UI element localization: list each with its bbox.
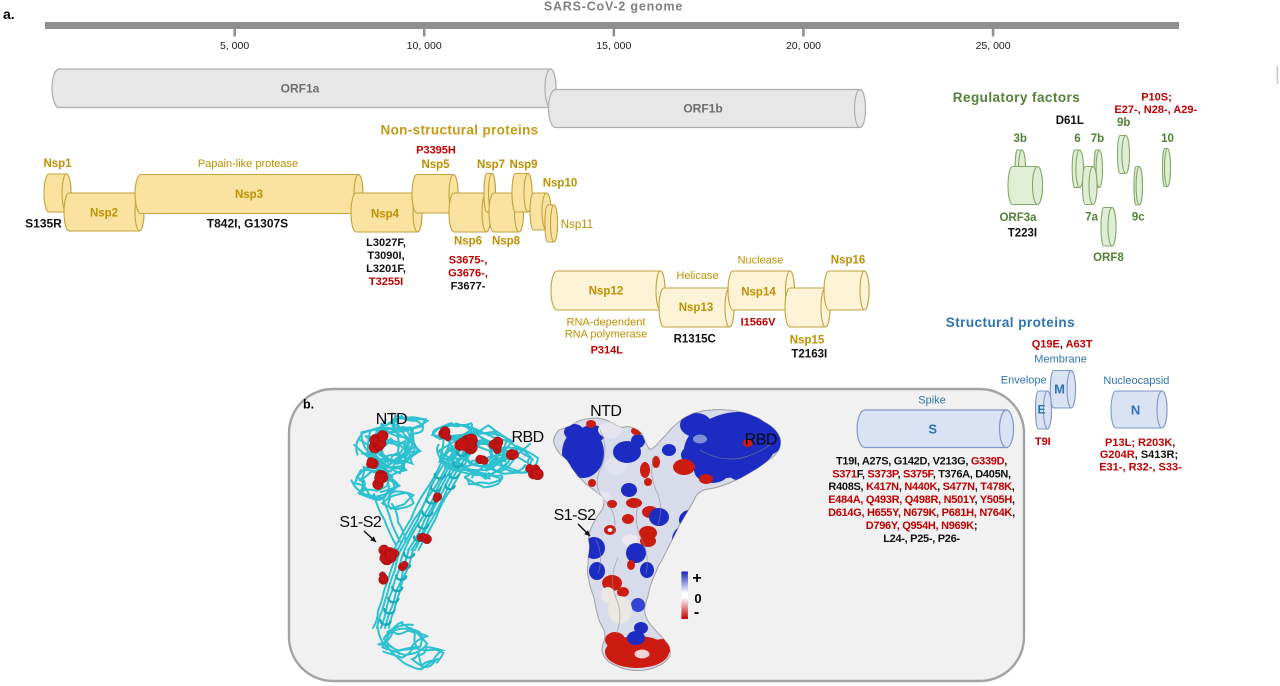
svg-text:Nsp16: Nsp16 (831, 255, 866, 267)
svg-text:Nsp14: Nsp14 (741, 287, 776, 299)
svg-text:SARS-CoV-2 genome: SARS-CoV-2 genome (544, 0, 683, 14)
svg-text:S3675-,: S3675-, (449, 255, 488, 267)
svg-text:10: 10 (1161, 133, 1174, 145)
svg-text:7b: 7b (1091, 133, 1104, 145)
svg-text:L3201F,: L3201F, (366, 263, 406, 275)
svg-text:T223I: T223I (1008, 227, 1037, 239)
svg-text:S1-S2: S1-S2 (554, 507, 597, 524)
svg-text:Nsp3: Nsp3 (235, 189, 263, 201)
svg-text:3b: 3b (1013, 133, 1026, 145)
svg-text:Nsp15: Nsp15 (790, 335, 825, 347)
svg-text:I1566V: I1566V (741, 317, 777, 329)
svg-text:6: 6 (1074, 133, 1080, 145)
svg-text:S: S (928, 422, 937, 437)
svg-text:Nsp8: Nsp8 (492, 236, 521, 248)
svg-text:E: E (1037, 403, 1045, 417)
svg-text:25, 000: 25, 000 (976, 40, 1011, 52)
svg-text:Helicase: Helicase (676, 270, 718, 282)
svg-text:15, 000: 15, 000 (596, 40, 631, 52)
svg-text:S371F, S373P, S375F, T376A, D4: S371F, S373P, S375F, T376A, D405N, (832, 468, 1011, 480)
svg-text:Nsp7: Nsp7 (477, 159, 505, 171)
svg-text:Structural proteins: Structural proteins (946, 315, 1075, 330)
svg-text:T3255I: T3255I (369, 276, 403, 288)
svg-text:5, 000: 5, 000 (220, 40, 249, 52)
svg-text:Papain-like protease: Papain-like protease (198, 158, 298, 170)
svg-text:D61L: D61L (1056, 115, 1084, 127)
svg-text:Nsp10: Nsp10 (543, 178, 578, 190)
svg-text:P3395H: P3395H (416, 145, 456, 157)
svg-text:S1-S2: S1-S2 (339, 514, 382, 531)
svg-text:T9I: T9I (1035, 436, 1051, 448)
svg-text:G204R, S413R;: G204R, S413R; (1100, 449, 1178, 461)
svg-text:RNA polymerase: RNA polymerase (565, 329, 648, 341)
svg-text:F3677-: F3677- (451, 281, 486, 293)
svg-text:Nsp12: Nsp12 (589, 286, 624, 298)
svg-text:E31-, R32-, S33-: E31-, R32-, S33- (1099, 461, 1182, 473)
svg-text:P10S;: P10S; (1141, 92, 1172, 104)
svg-text:R408S, K417N, N440K, S477N, T4: R408S, K417N, N440K, S477N, T478K, (828, 481, 1014, 493)
svg-text:Nucleocapsid: Nucleocapsid (1103, 375, 1169, 387)
svg-text:T842I, G1307S: T842I, G1307S (207, 217, 288, 231)
svg-text:L24-, P25-, P26-: L24-, P25-, P26- (883, 533, 960, 545)
svg-text:Nsp1: Nsp1 (43, 158, 72, 170)
svg-text:9b: 9b (1117, 117, 1130, 129)
svg-text:NTD: NTD (590, 403, 621, 420)
svg-text:E27-, N28-, A29-: E27-, N28-, A29- (1114, 104, 1197, 116)
svg-text:ORF8: ORF8 (1093, 252, 1124, 264)
svg-text:ORF1a: ORF1a (281, 82, 320, 96)
svg-text:Regulatory factors: Regulatory factors (953, 90, 1080, 105)
svg-text:G3676-,: G3676-, (448, 268, 488, 280)
svg-text:Nsp5: Nsp5 (421, 159, 450, 171)
svg-text:Envelope: Envelope (1001, 375, 1047, 387)
svg-text:NTD: NTD (376, 411, 407, 428)
svg-text:D614G, H655Y, N679K, P681H, N7: D614G, H655Y, N679K, P681H, N764K, (828, 507, 1015, 519)
svg-text:b.: b. (303, 398, 314, 412)
svg-text:Non-structural proteins: Non-structural proteins (380, 123, 538, 138)
svg-text:D796Y, Q954H, N969K;: D796Y, Q954H, N969K; (866, 520, 977, 532)
svg-text:20, 000: 20, 000 (786, 40, 821, 52)
svg-text:Nsp4: Nsp4 (371, 209, 400, 221)
svg-text:RBD: RBD (745, 431, 777, 448)
svg-text:Q19E, A63T: Q19E, A63T (1032, 339, 1093, 351)
svg-text:0: 0 (694, 591, 701, 606)
svg-text:T3090I,: T3090I, (367, 250, 404, 262)
svg-text:R1315C: R1315C (674, 334, 716, 346)
svg-text:E484A, Q493R, Q498R, N501Y, Y5: E484A, Q493R, Q498R, N501Y, Y505H, (828, 494, 1015, 506)
svg-text:-: - (694, 604, 699, 621)
svg-text:P314L: P314L (591, 345, 624, 357)
svg-text:T2163I: T2163I (791, 349, 827, 361)
svg-text:N: N (1131, 403, 1140, 418)
svg-text:Nuclease: Nuclease (738, 255, 784, 267)
svg-text:P13L; R203K,: P13L; R203K, (1105, 437, 1175, 449)
svg-text:S135R: S135R (25, 217, 62, 231)
svg-text:RBD: RBD (511, 429, 543, 446)
svg-text:9c: 9c (1132, 211, 1145, 223)
svg-text:ORF1b: ORF1b (683, 102, 722, 116)
svg-text:L3027F,: L3027F, (366, 237, 406, 249)
svg-text:+: + (692, 570, 701, 587)
svg-text:T19I, A27S, G142D, V213G, G339: T19I, A27S, G142D, V213G, G339D, (836, 455, 1007, 467)
svg-text:Nsp2: Nsp2 (90, 208, 118, 220)
svg-text:a.: a. (3, 6, 15, 22)
svg-text:Nsp6: Nsp6 (454, 236, 482, 248)
svg-text:Spike: Spike (918, 395, 946, 407)
svg-text:ORF3a: ORF3a (999, 212, 1037, 224)
svg-text:7a: 7a (1085, 211, 1098, 223)
svg-text:Nsp9: Nsp9 (509, 159, 537, 171)
svg-text:RNA-dependent: RNA-dependent (567, 317, 646, 329)
svg-text:10, 000: 10, 000 (407, 40, 442, 52)
svg-text:Nsp13: Nsp13 (679, 302, 714, 314)
svg-text:M: M (1054, 382, 1065, 397)
svg-text:Nsp11: Nsp11 (561, 219, 593, 231)
svg-text:Membrane: Membrane (1034, 353, 1087, 365)
